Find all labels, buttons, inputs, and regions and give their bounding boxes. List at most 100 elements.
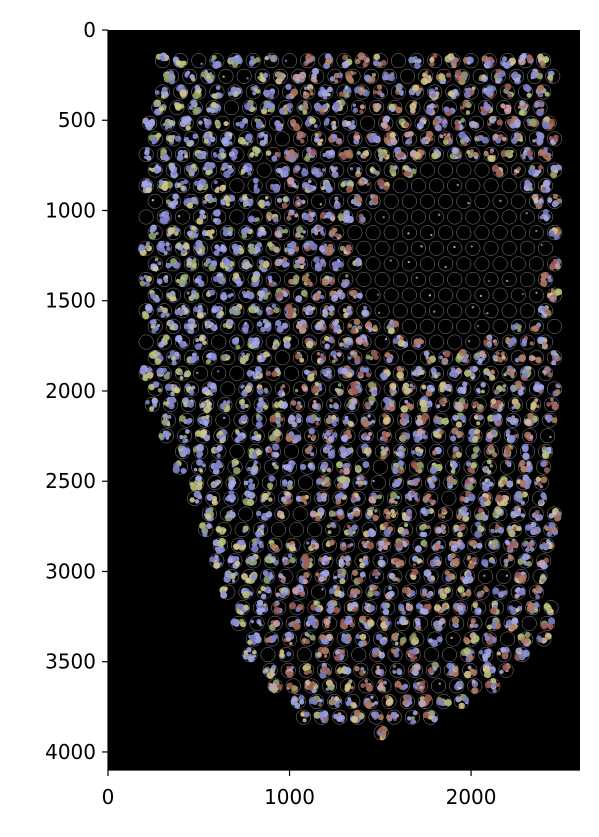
cell-blob [180,186,186,191]
cell-blob [191,289,196,294]
spot-outline [465,209,481,225]
cell-blob [184,438,189,442]
cell-blob [543,209,549,215]
cell-blob [349,593,354,598]
cell-blob [538,165,543,170]
cell-blob [291,543,295,548]
cell-blob [357,371,364,377]
cell-blob [213,153,218,158]
cell-blob [389,497,395,504]
cell-blob [460,415,466,422]
cell-blob [265,511,273,518]
spot-outline [510,225,526,241]
cell-blob [333,134,338,139]
cell-blob [372,584,378,591]
cell-blob [471,121,478,128]
cell-blob [535,291,538,295]
cell-blob [288,278,295,285]
cell-blob [475,387,481,393]
cell-blob [354,131,359,136]
cell-blob [260,524,265,529]
cell-blob [321,481,326,486]
cell-blob [439,589,444,594]
spot-outline [410,209,426,225]
cell-blob [331,170,339,178]
cell-blob [351,399,356,404]
cell-blob [241,414,248,422]
cell-blob [476,542,483,549]
cell-blob [486,459,492,465]
spot-outline [519,272,535,288]
spot-outline [474,287,490,303]
cell-blob [170,391,175,396]
cell-blob [362,312,368,317]
cell-blob [223,121,229,127]
cell-blob [267,275,273,281]
spot-outline [202,287,218,303]
cell-blob [490,528,496,534]
cell-blob [344,555,351,563]
cell-blob [450,367,456,373]
cell-blob [210,260,217,267]
cell-blob [356,292,363,299]
cell-blob [283,228,289,234]
cell-blob [552,193,559,200]
cell-blob [469,468,476,474]
cell-blob [321,89,329,97]
cell-blob [321,340,326,344]
cell-blob [382,608,390,616]
cell-blob [426,384,434,392]
cell-blob [296,226,304,234]
cell-blob [231,579,236,583]
cell-blob [294,165,301,172]
cell-blob [508,57,517,66]
spot-outline [447,303,463,319]
cell-blob [238,435,244,441]
cell-blob [308,428,315,435]
cell-blob [489,150,494,154]
cell-blob [190,483,198,491]
cell-blob [430,575,435,581]
cell-blob [382,74,389,81]
cell-blob [166,371,171,376]
cell-blob [339,342,344,347]
cell-blob [302,109,308,115]
cell-blob [285,262,290,267]
cell-blob [273,246,280,253]
spot-outline [400,68,416,84]
cell-blob [315,572,320,577]
spot-outline [156,209,172,225]
cell-blob [536,586,542,592]
cell-blob [235,121,240,127]
cell-blob [356,476,361,481]
cell-blob [250,309,255,314]
cell-blob [471,556,478,563]
cell-blob [212,61,220,70]
spot-outline [510,162,526,178]
cell-blob [163,72,170,79]
cell-blob [328,305,335,312]
cell-blob [274,401,279,405]
cell-blob [150,224,157,232]
cell-blob [329,398,333,403]
cell-blob [500,499,508,507]
cell-blob [287,109,292,113]
cell-blob [307,179,312,184]
cell-blob [421,531,428,538]
cell-blob [554,138,559,143]
cell-blob [536,514,544,521]
cell-blob [263,387,268,392]
cell-blob [522,84,530,91]
cell-blob [205,324,209,329]
cell-blob [314,231,319,236]
cell-blob [474,155,478,160]
cell-blob [541,186,546,191]
cell-blob [273,429,281,437]
cell-blob [218,310,225,317]
cell-blob [443,106,450,113]
cell-blob [357,576,364,583]
cell-blob [332,320,338,326]
cell-blob [516,526,522,532]
cell-blob [406,508,412,515]
cell-blob [250,151,255,157]
